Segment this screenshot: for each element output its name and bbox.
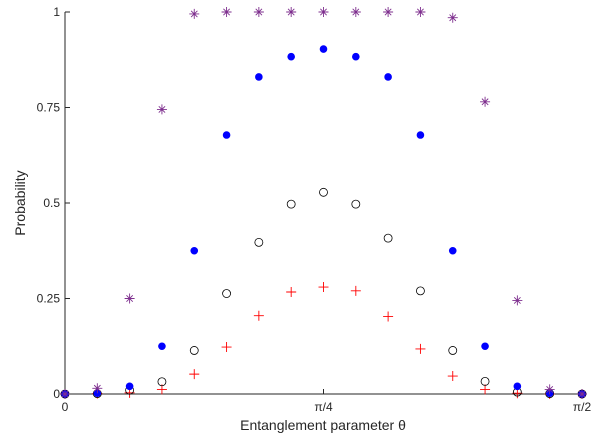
data-point	[350, 285, 361, 296]
data-point	[287, 52, 295, 61]
data-point	[253, 310, 264, 321]
data-point	[318, 7, 329, 17]
data-point	[512, 295, 523, 306]
data-point	[448, 346, 458, 355]
data-point	[222, 289, 231, 298]
data-point	[383, 233, 393, 243]
data-point	[221, 7, 232, 17]
data-point	[415, 343, 426, 354]
y-tick-label: 0	[53, 387, 60, 401]
data-point	[286, 199, 296, 209]
data-point	[513, 382, 522, 391]
data-point	[384, 73, 392, 81]
data-point	[254, 237, 264, 247]
data-point	[253, 7, 264, 17]
data-point	[255, 73, 263, 81]
data-point	[480, 376, 490, 386]
data-point	[415, 7, 426, 17]
y-axis-label: Probability	[12, 170, 28, 235]
data-point	[416, 131, 425, 139]
data-point	[156, 104, 167, 115]
y-tick-label: 0.75	[37, 101, 61, 115]
data-point	[286, 7, 297, 17]
data-point	[416, 286, 425, 296]
data-point	[318, 282, 329, 293]
data-point	[447, 12, 458, 23]
data-point	[480, 384, 491, 395]
data-point	[319, 45, 328, 53]
x-tick-label: π/2	[573, 400, 592, 414]
data-point	[189, 8, 200, 19]
data-point	[158, 342, 166, 351]
data-point	[350, 7, 361, 17]
data-point	[383, 311, 394, 322]
data-point	[286, 287, 297, 298]
data-point	[447, 371, 458, 382]
x-axis-label: Entanglement parameter θ	[240, 417, 406, 433]
data-point	[189, 346, 199, 355]
data-point	[157, 377, 167, 387]
data-point	[189, 369, 200, 380]
data-point	[448, 246, 457, 255]
series-open-circle	[60, 187, 587, 399]
ticks: 0 π/4 π/2 0 0.25 0.5 0.75 1	[37, 5, 592, 414]
plot-area	[64, 12, 582, 395]
data-point	[222, 131, 231, 139]
data-point	[319, 187, 328, 197]
data-point	[221, 342, 232, 353]
data-point	[190, 246, 199, 255]
data-point	[544, 384, 555, 395]
y-tick-label: 1	[53, 5, 60, 19]
y-tick-label: 0.25	[37, 292, 61, 306]
data-point	[351, 199, 361, 209]
data-point	[383, 7, 394, 17]
series-plus	[60, 282, 587, 399]
x-tick-label: π/4	[314, 400, 333, 414]
data-point	[125, 382, 134, 391]
data-point	[577, 389, 587, 399]
markers	[60, 7, 587, 399]
data-point	[480, 96, 491, 107]
data-point	[60, 389, 70, 399]
y-tick-label: 0.5	[43, 196, 60, 210]
x-tick-label: 0	[62, 400, 69, 414]
data-point	[92, 383, 103, 394]
data-point	[481, 342, 489, 351]
data-point	[352, 52, 360, 61]
series-filled-circle	[61, 45, 586, 398]
series-asterisk	[60, 7, 587, 399]
data-point	[124, 293, 135, 304]
